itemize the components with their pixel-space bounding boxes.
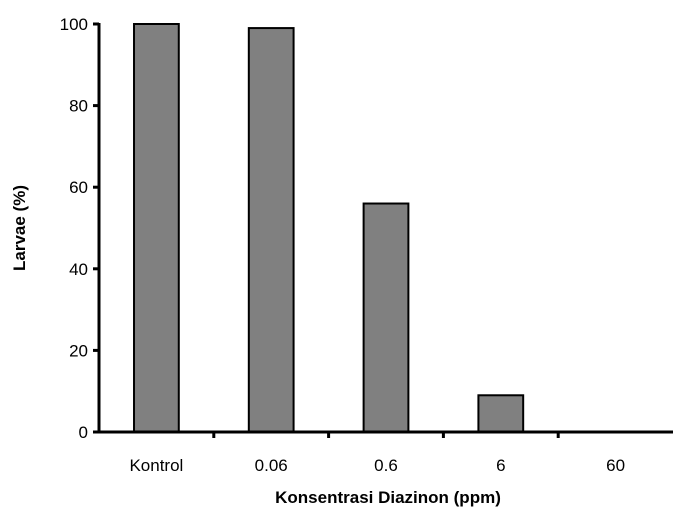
x-tick-label: 0.6	[374, 456, 398, 475]
y-axis-title: Larvae (%)	[10, 185, 29, 271]
x-tick-label: 60	[606, 456, 625, 475]
x-tick-label: 6	[496, 456, 505, 475]
x-axis-title: Konsentrasi Diazinon (ppm)	[275, 488, 501, 507]
x-tick-label: Kontrol	[129, 456, 183, 475]
bar-0-06	[247, 27, 295, 434]
y-tick-label: 20	[69, 341, 88, 360]
bar-kontrol	[133, 23, 180, 433]
y-tick-label: 60	[69, 178, 88, 197]
y-tick-label: 40	[69, 260, 88, 279]
bar-0-6	[362, 202, 410, 433]
y-tick-label: 80	[69, 97, 88, 116]
y-tick-label: 100	[60, 15, 88, 34]
bar-6	[477, 394, 525, 433]
x-axis-ticks: Kontrol 0.06 0.6 6 60	[129, 432, 625, 475]
y-tick-label: 0	[79, 423, 88, 442]
bar-series	[133, 23, 525, 434]
x-tick-label: 0.06	[255, 456, 288, 475]
y-axis-ticks: 0 20 40 60 80 100	[60, 15, 99, 442]
